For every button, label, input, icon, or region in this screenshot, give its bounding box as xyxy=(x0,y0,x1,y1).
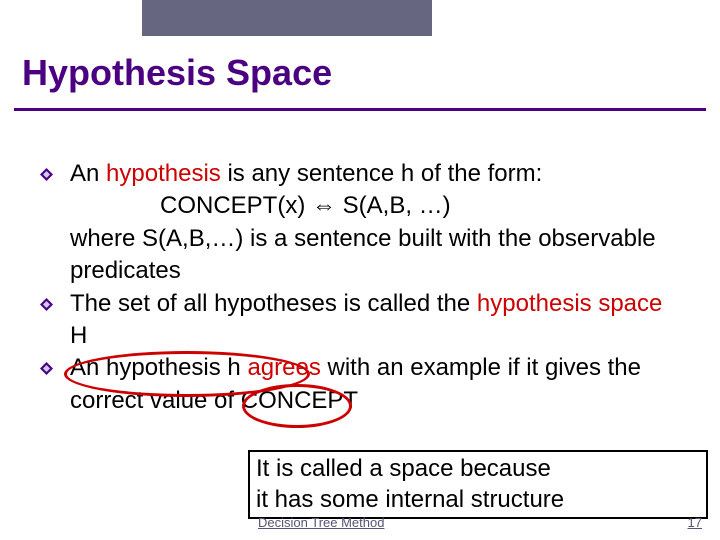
bullet-1-continued: where S(A,B,…) is a sentence built with … xyxy=(70,223,680,288)
bullet-2-text-red: hypothesis space xyxy=(477,290,662,317)
callout-line-1: It is called a space because xyxy=(256,454,700,485)
bullet-2-text-prefix: The set of all hypotheses is called the xyxy=(70,290,477,317)
annotation-ellipse-2 xyxy=(242,384,352,428)
bullet-1-text-red: hypothesis xyxy=(106,160,221,187)
page-number: 17 xyxy=(688,515,702,530)
bullet-1-formula: CONCEPT(x) ⇔ S(A,B, …) xyxy=(70,190,680,222)
diamond-bullet-icon xyxy=(40,168,53,181)
callout-line-2: it has some internal structure xyxy=(256,485,700,516)
diamond-bullet-icon xyxy=(40,362,53,375)
bullet-2-text-suffix: H xyxy=(70,322,87,349)
diamond-bullet-icon xyxy=(40,298,53,311)
header-accent-bar xyxy=(142,0,432,36)
title-underline xyxy=(14,108,706,111)
bullet-1-text-suffix: is any sentence h of the form: xyxy=(221,160,543,187)
callout-box: It is called a space because it has some… xyxy=(248,450,708,519)
bullet-2: The set of all hypotheses is called the … xyxy=(70,288,680,353)
footer-text: Decision Tree Method xyxy=(258,515,384,530)
bullet-1: An hypothesis is any sentence h of the f… xyxy=(70,158,680,288)
slide-title: Hypothesis Space xyxy=(22,52,332,94)
bullet-1-text-prefix: An xyxy=(70,160,106,187)
